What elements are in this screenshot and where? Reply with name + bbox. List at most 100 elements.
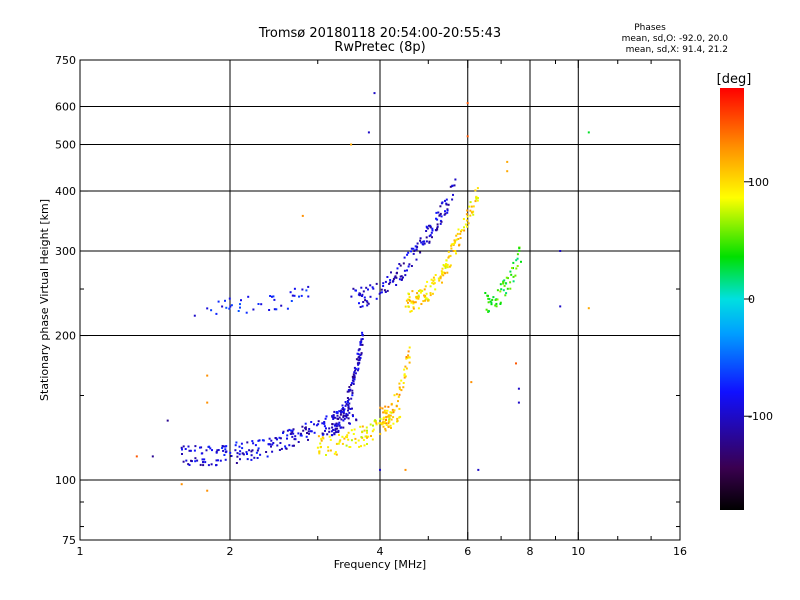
data-point [419, 291, 422, 294]
data-point [441, 201, 444, 204]
data-point [428, 241, 431, 244]
data-point [476, 199, 479, 202]
data-point [224, 458, 227, 461]
data-point [417, 295, 420, 298]
data-point [313, 423, 315, 426]
data-point [440, 215, 443, 218]
data-point [469, 214, 472, 217]
data-point [380, 291, 383, 294]
data-point [511, 267, 514, 269]
data-point [286, 437, 288, 440]
data-point [339, 439, 342, 442]
data-point [412, 307, 415, 310]
data-point [335, 424, 338, 427]
data-point [275, 308, 278, 311]
data-point [353, 374, 356, 377]
data-point [372, 287, 375, 290]
data-point [412, 252, 415, 255]
x-tick-label: 2 [227, 545, 234, 558]
data-point [450, 243, 453, 246]
colorbar-tick-label: 100 [748, 176, 769, 189]
x-tick-label: 10 [571, 545, 585, 558]
data-point [343, 417, 346, 420]
data-point [291, 444, 294, 447]
data-point [442, 274, 445, 277]
data-point [445, 203, 448, 206]
data-point [348, 402, 351, 405]
data-point [354, 372, 357, 375]
data-point [182, 460, 185, 463]
data-point [382, 421, 384, 424]
data-point [242, 453, 245, 456]
data-point [371, 430, 374, 433]
data-point [369, 423, 372, 426]
data-point [388, 414, 390, 417]
data-point [516, 265, 519, 267]
data-point [374, 420, 377, 423]
data-point [204, 461, 207, 464]
data-point [379, 406, 382, 409]
data-point [485, 308, 488, 311]
data-point [389, 424, 392, 427]
data-point [426, 299, 429, 302]
data-point [390, 271, 392, 274]
data-point [403, 256, 406, 259]
data-point [304, 428, 307, 431]
data-point [466, 135, 469, 138]
data-point [320, 439, 323, 442]
data-point [333, 452, 336, 455]
data-point [285, 447, 288, 450]
x-tick-label: 4 [377, 545, 384, 558]
data-point [369, 284, 372, 287]
data-point [346, 390, 349, 393]
data-point [387, 415, 389, 418]
data-point [433, 278, 436, 281]
data-point [365, 300, 368, 303]
data-point [334, 429, 337, 432]
data-point [399, 275, 402, 278]
data-point [469, 201, 472, 204]
data-point [182, 445, 185, 448]
data-point [359, 343, 362, 346]
data-point [397, 400, 399, 403]
data-point [398, 407, 401, 410]
data-point [456, 232, 459, 235]
data-point [318, 452, 321, 455]
data-point [385, 412, 388, 415]
data-point [365, 426, 368, 429]
data-point [350, 143, 353, 146]
data-point [433, 282, 436, 285]
data-point [356, 352, 359, 355]
data-point [332, 418, 335, 420]
data-point [361, 425, 364, 428]
colorbar-label: [deg] [717, 72, 752, 87]
data-point [361, 338, 364, 340]
data-point [366, 304, 369, 307]
data-point [454, 241, 456, 244]
data-point [460, 229, 463, 232]
data-point [294, 438, 297, 441]
data-point [451, 198, 454, 201]
data-point [339, 426, 342, 429]
data-point [347, 398, 350, 401]
data-point [446, 271, 449, 274]
data-point [439, 277, 442, 280]
data-point [190, 459, 192, 462]
data-point [200, 446, 203, 449]
data-point [379, 468, 381, 471]
data-point [385, 422, 388, 425]
data-point [222, 445, 225, 448]
data-point [426, 226, 428, 229]
data-point [350, 439, 353, 442]
data-point [282, 430, 285, 433]
data-point [410, 301, 413, 304]
data-point [266, 455, 269, 458]
data-point [358, 302, 360, 305]
data-point [216, 449, 219, 452]
data-point [319, 442, 322, 445]
data-point [463, 226, 465, 229]
data-point [335, 453, 338, 456]
data-point [422, 300, 425, 303]
data-point [367, 288, 369, 291]
data-point [459, 237, 462, 239]
